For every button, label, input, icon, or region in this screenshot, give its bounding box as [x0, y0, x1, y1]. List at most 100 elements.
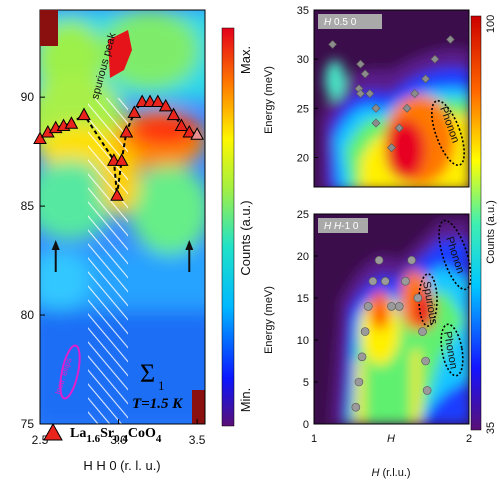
- top-right-point: [356, 59, 365, 69]
- top-right-point: [394, 123, 404, 133]
- triangle-marker: [174, 118, 189, 131]
- top-right-point: [387, 143, 396, 153]
- triangle-marker: [64, 116, 79, 129]
- bottom-right-point: [374, 255, 384, 265]
- top-right-y-tick-label: 20: [297, 153, 309, 165]
- top-right-point: [365, 89, 375, 99]
- bottom-right-point: [360, 327, 370, 336]
- bottom-right-y-axis: 0 5 10 15 20 25: [297, 209, 318, 431]
- bottom-right-x-axis: 1 H 2: [311, 420, 472, 445]
- left-plot-frame: [39, 9, 206, 425]
- top-right-y-axis: 20 25 30 35: [297, 5, 318, 165]
- top-right-data-points: [328, 35, 455, 153]
- top-right-point: [445, 35, 455, 44]
- bottom-right-point: [368, 276, 378, 286]
- legend-marker: [43, 422, 63, 441]
- left-colorbar: [221, 27, 235, 427]
- top-right-point: [421, 74, 431, 84]
- top-right-point: [371, 103, 381, 113]
- top-right-point: [371, 118, 381, 128]
- top-right-y-axis-label: Energy (meV): [263, 66, 275, 134]
- triangle-marker: [158, 98, 173, 112]
- sigma-subscript: 1: [158, 378, 165, 393]
- triangle-marker: [182, 124, 197, 138]
- top-right-point: [360, 69, 370, 79]
- triangle-marker: [190, 127, 204, 140]
- bottom-right-y-tick-label: 5: [303, 377, 309, 389]
- bottom-right-point: [407, 255, 416, 265]
- bottom-right-point: [394, 302, 404, 311]
- bottom-right-point: [351, 402, 361, 412]
- triangle-marker: [127, 105, 142, 118]
- bottom-right-x-tick-label: 1: [311, 433, 317, 445]
- left-y-tick-label: 75: [21, 417, 35, 431]
- triangle-marker: [119, 124, 134, 138]
- top-right-point: [356, 89, 365, 99]
- spurious-region: [88, 98, 128, 424]
- left-x-axis-label: H H 0 (r. l. u.): [83, 458, 160, 473]
- bottom-right-panel: H H-1 0 Spurious Phonon Phonon 051015202…: [263, 209, 472, 479]
- colorbar-max-label: Max.: [238, 46, 253, 74]
- bottom-right-data-points: [351, 255, 432, 412]
- bottom-right-y-tick-label: 10: [297, 335, 309, 347]
- top-right-y-tick-label: 35: [297, 5, 309, 17]
- temperature-label: T=1.5 K: [132, 396, 183, 412]
- top-right-frame: [313, 9, 470, 188]
- triangle-marker: [110, 188, 124, 201]
- top-right-y-tick-label: 30: [297, 54, 309, 66]
- left-arrow: [185, 240, 194, 272]
- top-right-point: [430, 54, 440, 64]
- bottom-right-x-tick-label: 2: [466, 433, 472, 445]
- right-colorbar: [470, 15, 482, 431]
- top-right-point: [410, 89, 420, 99]
- left-y-tick-label: 80: [21, 308, 35, 322]
- upper-phonon-ellipse: [438, 219, 472, 291]
- bottom-right-point: [354, 377, 364, 387]
- left-y-tick-label: 90: [21, 90, 35, 104]
- bottom-right-y-tick-label: 25: [297, 209, 309, 221]
- left-x-tick-label: 3.5: [189, 433, 206, 447]
- right-colorbar-title: Counts (a.u.): [485, 200, 497, 264]
- lower-phonon-ellipse: [440, 323, 464, 377]
- left-data-markers: [33, 94, 204, 201]
- bottom-right-frame: [313, 213, 470, 425]
- right-colorbar-min: 35: [485, 422, 497, 434]
- right-colorbar-max: 100: [485, 15, 497, 33]
- top-right-point: [402, 103, 412, 113]
- left-y-tick-label: 85: [21, 199, 35, 213]
- left-y-axis: 75 80 85 90: [21, 90, 45, 431]
- bottom-right-point: [387, 302, 396, 311]
- bottom-right-y-tick-label: 0: [303, 419, 309, 431]
- triangle-marker: [77, 107, 91, 121]
- triangle-marker: [114, 153, 129, 166]
- colorbar-min-label: Min.: [238, 388, 253, 413]
- bottom-right-point: [357, 352, 367, 362]
- bottom-right-panel-label: H H-1 0: [324, 221, 359, 232]
- bottom-right-x-tick-label: H: [387, 433, 395, 445]
- bottom-right-y-axis-label: Energy (meV): [263, 286, 275, 354]
- left-arrows: [51, 240, 194, 272]
- right-colorbar-group: 100 Counts (a.u.) 35: [470, 15, 497, 434]
- left-x-tick-label: 3.0: [110, 433, 127, 447]
- left-heatmap: [40, 10, 205, 424]
- instrument-ellipse: [59, 344, 81, 400]
- triangle-marker: [166, 107, 181, 121]
- top-right-point: [328, 39, 338, 49]
- bottom-right-heatmap: [314, 214, 469, 424]
- bottom-right-point: [401, 276, 410, 286]
- bottom-right-point: [418, 327, 427, 336]
- bottom-right-point: [413, 293, 423, 303]
- bottom-right-y-tick-label: 20: [297, 251, 309, 263]
- top-right-phonon-ellipse: [431, 99, 465, 167]
- bottom-right-point: [363, 302, 373, 311]
- left-arrow: [51, 240, 60, 272]
- triangle-marker: [151, 94, 165, 108]
- bottom-right-x-axis-label: H (r.l.u.): [371, 467, 410, 479]
- colorbar-title: Counts (a.u.): [238, 200, 253, 275]
- legend-label: La1.6Sr0.4CoO4: [70, 426, 162, 445]
- top-right-y-tick-label: 25: [297, 103, 309, 115]
- bottom-right-y-tick-label: 15: [297, 293, 309, 305]
